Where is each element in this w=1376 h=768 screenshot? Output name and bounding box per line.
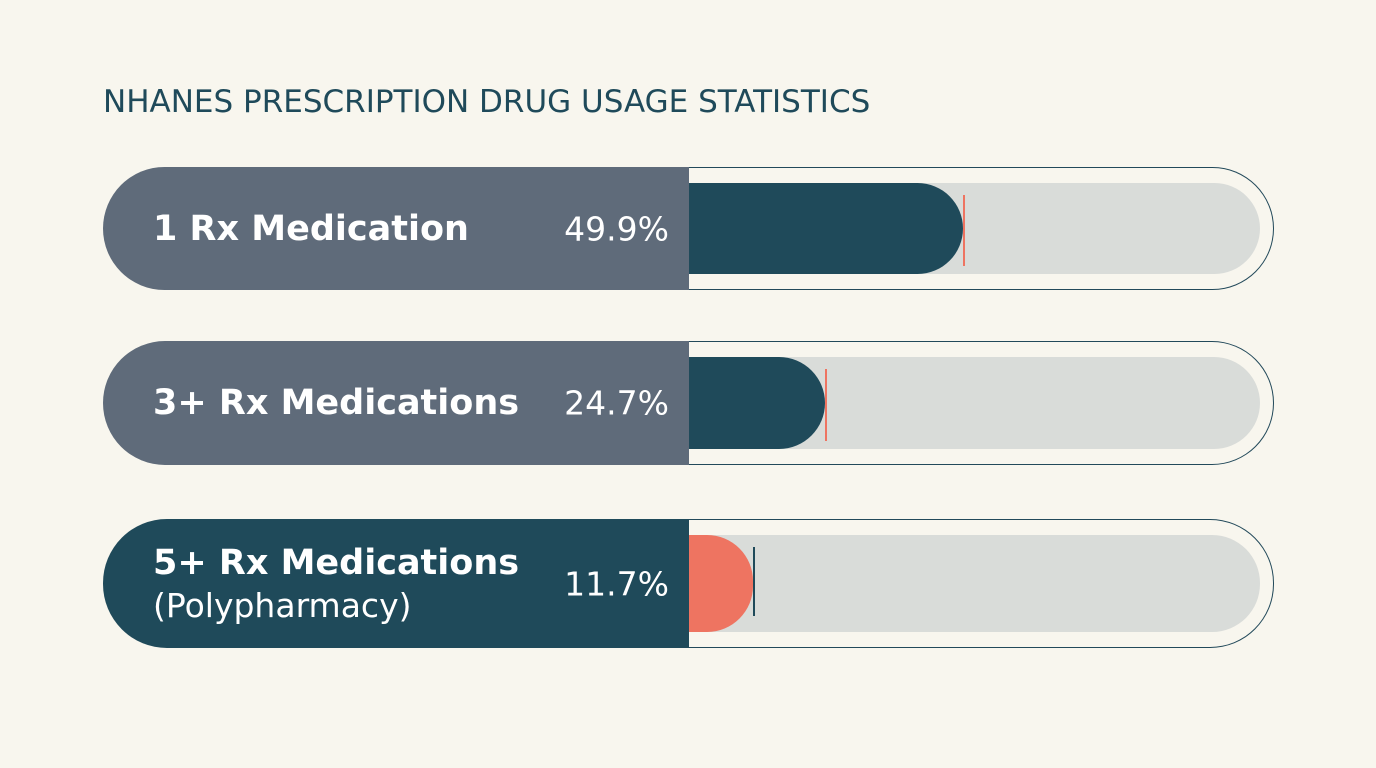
bar-fill <box>689 183 964 274</box>
bar-end-marker <box>753 547 756 616</box>
category-label: 3+ Rx Medications <box>153 383 520 423</box>
bar-track <box>689 357 1260 449</box>
bar-row-1-rx: 1 Rx Medication 49.9% <box>103 167 1274 290</box>
value-label: 24.7% <box>564 383 669 423</box>
category-label-panel: 1 Rx Medication 49.9% <box>103 167 689 290</box>
value-label: 49.9% <box>564 209 669 248</box>
category-label-panel: 3+ Rx Medications 24.7% <box>103 341 689 465</box>
bar-end-marker <box>824 369 827 441</box>
category-label-sub: (Polypharmacy) <box>153 585 412 625</box>
bar-end-marker <box>963 195 966 266</box>
category-label: 1 Rx Medication <box>153 208 469 249</box>
bar-track <box>689 183 1260 274</box>
category-label-panel: 5+ Rx Medications (Polypharmacy) 11.7% <box>103 519 689 648</box>
bar-track-outline <box>689 519 1274 648</box>
bar-track <box>689 535 1260 632</box>
value-label: 11.7% <box>564 564 669 603</box>
chart-title: NHANES PRESCRIPTION DRUG USAGE STATISTIC… <box>103 84 871 120</box>
bar-track-outline <box>689 341 1274 465</box>
category-label-main: 5+ Rx Medications <box>153 542 520 583</box>
bar-row-3-plus-rx: 3+ Rx Medications 24.7% <box>103 341 1274 465</box>
bar-track-outline <box>689 167 1274 290</box>
bar-fill <box>689 357 825 449</box>
bar-fill <box>689 535 754 632</box>
bar-row-5-plus-rx: 5+ Rx Medications (Polypharmacy) 11.7% <box>103 519 1274 648</box>
category-label: 5+ Rx Medications (Polypharmacy) <box>153 541 519 627</box>
